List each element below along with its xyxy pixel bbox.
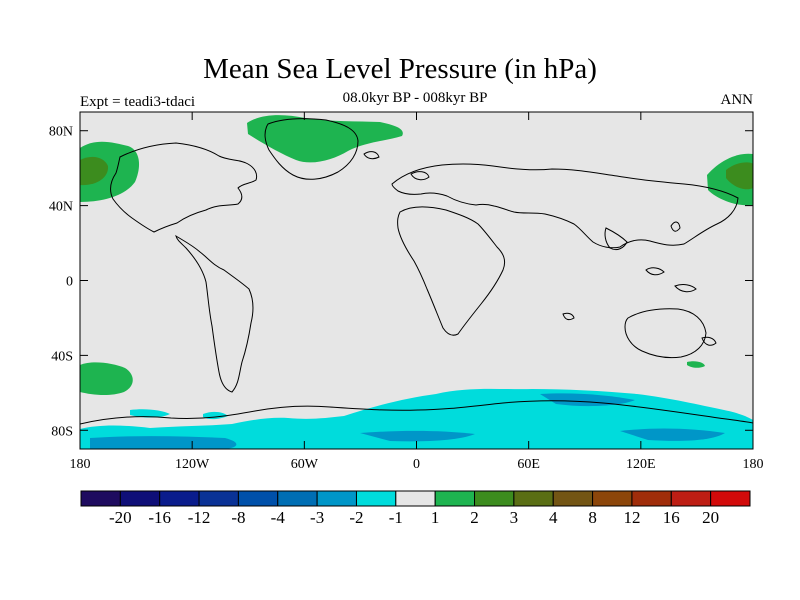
x-tick-label: 120W: [175, 457, 210, 472]
x-tick-label: 0: [413, 457, 420, 472]
colorbar-label: 3: [510, 508, 519, 527]
experiment-label: Expt = teadi3-tdaci: [80, 94, 196, 110]
colorbar-segment: [513, 490, 554, 507]
colorbar-label: -2: [349, 508, 363, 527]
green-positive-regions: [80, 115, 753, 396]
colorbar-segment: [434, 490, 476, 507]
colorbar-segment: [552, 490, 594, 507]
atlantic-sector-stronger-negative-band: [360, 430, 475, 442]
x-tick-label: 60E: [517, 457, 540, 472]
australia-coastline: [624, 308, 707, 359]
indian-sector-stronger-negative-band: [620, 428, 725, 441]
colorbar-label: -16: [148, 508, 171, 527]
british-isles-coastline: [410, 171, 430, 181]
colorbar-segment: [710, 490, 751, 507]
greenland-positive-region: [247, 115, 403, 163]
colorbar-label: 16: [663, 508, 680, 527]
season-label: ANN: [720, 92, 754, 108]
colorbar-segment: [80, 490, 121, 507]
madagascar-coastline: [562, 312, 575, 321]
south-pacific-positive-region: [80, 362, 133, 396]
x-tick-label: 180: [70, 457, 91, 472]
japan-coastline: [670, 221, 681, 232]
colorbar-segment: [355, 490, 397, 507]
colorbar-segment: [316, 490, 357, 507]
indian-ocean-stronger-negative-patch: [540, 393, 635, 407]
colorbar-segment: [670, 490, 712, 507]
north-pacific-positive-region: [80, 141, 140, 202]
colorbar-segment: [592, 490, 633, 507]
y-tick-label: 80N: [49, 125, 73, 140]
new-guinea-coastline: [674, 284, 697, 293]
cyan-negative-regions: [80, 388, 753, 449]
colorbar-label: 4: [549, 508, 558, 527]
colorbar-label: -8: [231, 508, 245, 527]
africa-coastline: [397, 206, 506, 336]
north-america-coastline: [110, 142, 258, 233]
colorbar-segment: [198, 490, 239, 507]
colorbar: -20 -16 -12 -8 -4 -3 -2 -1 1 2 3 4 8 12 16 20: [80, 490, 751, 527]
colorbar-label: 8: [588, 508, 597, 527]
colorbar-label: 20: [702, 508, 719, 527]
south-america-coastline: [175, 234, 254, 393]
colorbar-label: 1: [431, 508, 440, 527]
eurasia-coastline: [391, 163, 739, 249]
colorbar-segment: [474, 490, 515, 507]
colorbar-segment: [159, 490, 200, 507]
north-pacific-core-positive-region: [80, 156, 109, 186]
colorbar-label: -20: [109, 508, 132, 527]
coastline-layer: [80, 118, 753, 425]
colorbar-segment: [277, 490, 318, 507]
y-tick-label: 40S: [51, 349, 73, 364]
map-title: Mean Sea Level Pressure (in hPa): [203, 53, 597, 85]
x-tick-label: 60W: [291, 457, 319, 472]
y-tick-label: 80S: [51, 424, 73, 439]
y-tick-label: 40N: [49, 200, 73, 215]
x-tick-label: 120E: [626, 457, 656, 472]
pacific-sector-stronger-negative-band: [90, 436, 237, 449]
time-range-subtitle: 08.0kyr BP - 008kyr BP: [342, 90, 488, 106]
borneo-coastline: [645, 267, 665, 276]
greenland-coastline: [264, 118, 359, 180]
new-zealand-coastline: [701, 336, 717, 346]
y-tick-label: 0: [66, 275, 73, 290]
colorbar-label: 2: [470, 508, 479, 527]
map-background: [80, 112, 753, 449]
south-pacific-negative-patch: [130, 409, 170, 418]
anomaly-fill-layer: [80, 115, 753, 449]
colorbar-label: -3: [310, 508, 324, 527]
colorbar-label: -4: [271, 508, 286, 527]
colorbar-label: -12: [188, 508, 211, 527]
northwest-pacific-core-positive-region: [726, 162, 753, 190]
southeast-asia-coastline: [604, 227, 628, 251]
colorbar-segment: [395, 490, 436, 507]
colorbar-label: -1: [389, 508, 403, 527]
colorbar-label: 12: [623, 508, 640, 527]
map-axes: 180 120W 60W 0 60E 120E 180 80N 40N 0 40S 80S: [49, 112, 764, 472]
iceland-coastline: [363, 151, 380, 160]
colorbar-segment: [237, 490, 279, 507]
map-area: [79, 111, 754, 450]
colorbar-segment: [119, 490, 161, 507]
colorbar-segment: [631, 490, 672, 507]
x-tick-label: 180: [743, 457, 764, 472]
antarctica-coastline: [80, 400, 753, 425]
southern-indian-positive-patch: [687, 361, 705, 368]
